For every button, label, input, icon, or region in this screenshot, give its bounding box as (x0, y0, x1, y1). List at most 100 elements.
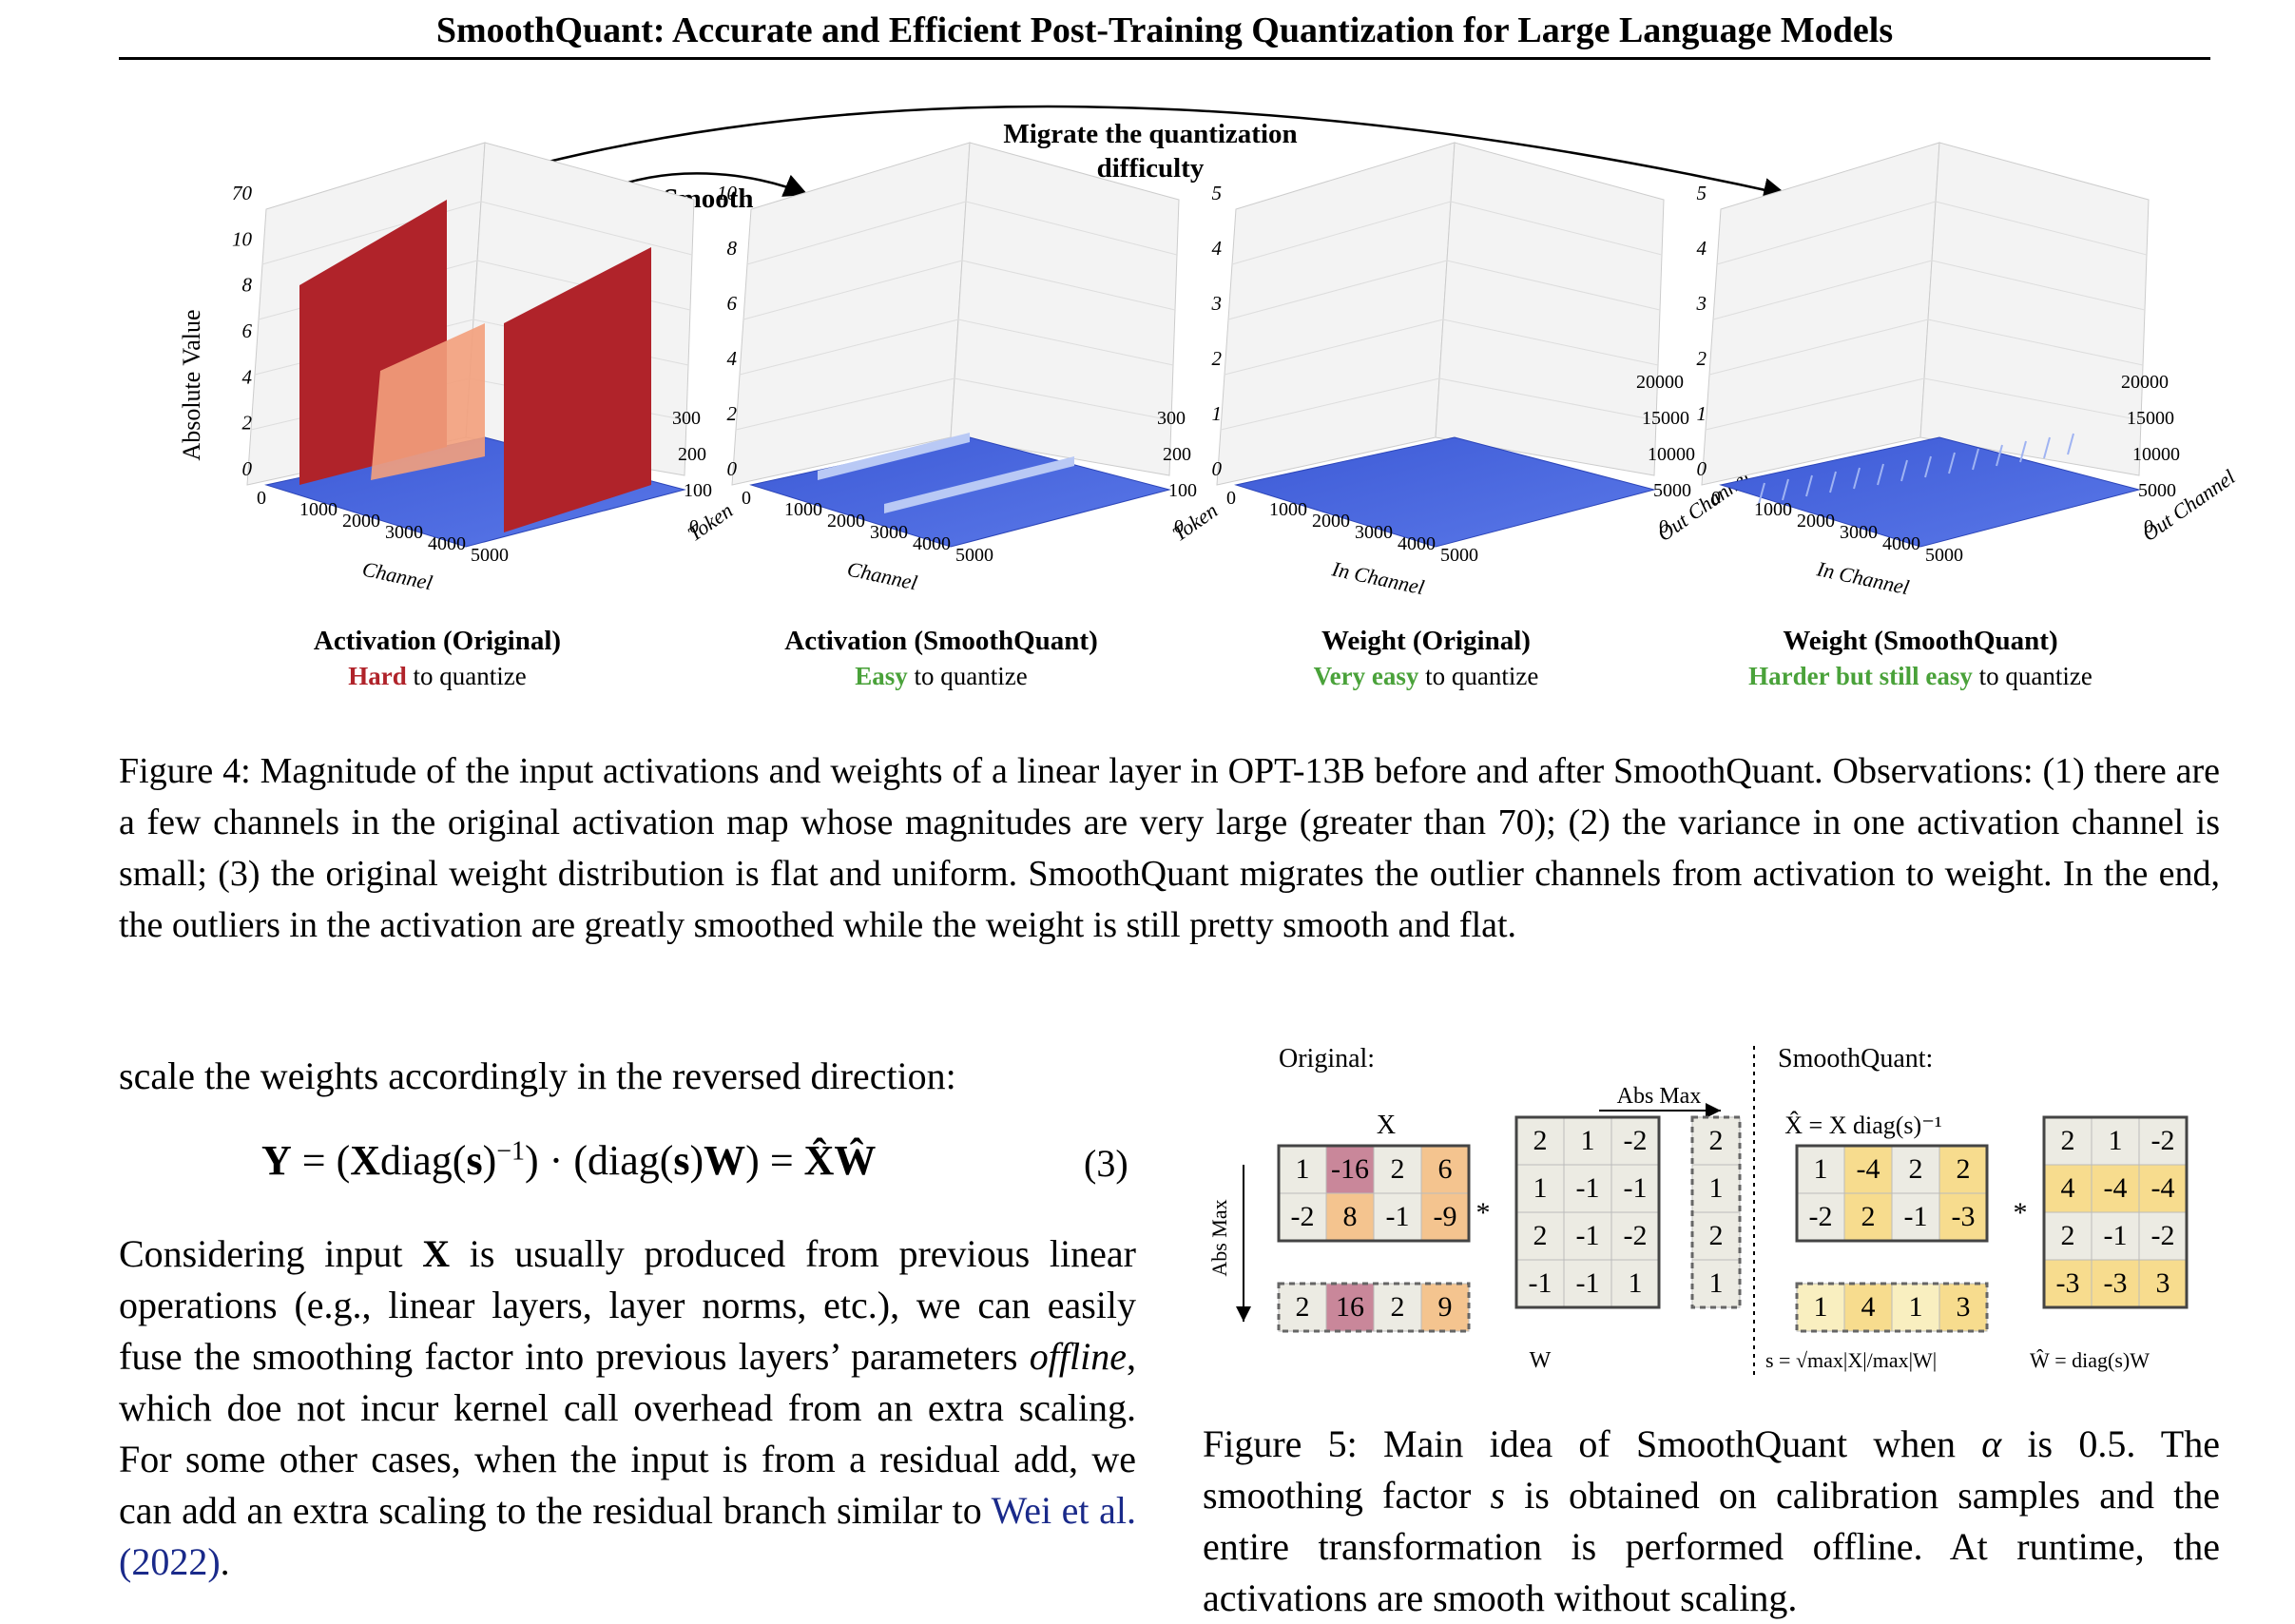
x-absmax-value: 16 (1336, 1291, 1364, 1323)
matrix-x-value: 6 (1438, 1153, 1453, 1185)
citation-link[interactable]: Wei et al. (2022) (119, 1489, 1137, 1583)
gridline (735, 377, 955, 431)
matrix-xhat-cell (1843, 1145, 1893, 1194)
z-tick: 2 (727, 402, 738, 425)
back-wall-right (950, 142, 1180, 476)
matrix-x-cell (1278, 1192, 1327, 1242)
matrix-w-value: -1 (1624, 1172, 1648, 1204)
x-tick: 1000 (1754, 499, 1792, 520)
y-tick: 0 (1174, 516, 1184, 537)
panel-4-title: Weight (SmoothQuant) (1783, 626, 2058, 656)
body-intro: scale the weights accordingly in the rev… (119, 1054, 956, 1097)
matrix-w-value: 1 (1533, 1172, 1548, 1204)
matrix-xhat-value: -3 (1952, 1201, 1976, 1232)
figure-4-caption: Figure 4: Magnitude of the input activat… (119, 751, 2220, 945)
matrix-xhat-value: -2 (1809, 1201, 1833, 1232)
matrix-w-value: -1 (1576, 1220, 1600, 1251)
matrix-what-value: -4 (2104, 1172, 2128, 1204)
matrix-xhat-value: 2 (1861, 1201, 1876, 1232)
y-tick: 0 (689, 516, 699, 537)
x-tick: 2000 (342, 511, 380, 532)
x-absmax-value: 2 (1391, 1291, 1405, 1323)
y-axis-label: Token (1168, 498, 1223, 546)
z-tick: 6 (242, 319, 253, 342)
matrix-w-cell (1563, 1211, 1612, 1261)
s-vector-border (1795, 1282, 1989, 1333)
s-vector-value: 3 (1957, 1291, 1971, 1323)
x-axis-label: In Channel (1814, 556, 1911, 599)
panel-2: 0246810010002000300040005000Channel01002… (717, 142, 1223, 594)
matrix-what-cell (2091, 1164, 2140, 1213)
panel-3-title: Weight (Original) (1321, 626, 1531, 656)
migrate-label-2: difficulty (1097, 153, 1205, 184)
gridline (1224, 319, 1444, 376)
x-tick: 3000 (385, 522, 423, 543)
gridline (1712, 260, 1933, 320)
z-tick: 0 (1212, 457, 1223, 480)
weight-spike (2019, 440, 2027, 463)
matrix-what-cell (2043, 1211, 2092, 1261)
y-tick: 200 (1163, 444, 1191, 465)
matrix-what-value: 2 (2061, 1125, 2075, 1156)
matrix-x: 1 -16 2 6 -2 8 -1 -9 (1277, 1144, 1471, 1243)
gridline (1927, 319, 2144, 366)
w-absmax-value: 1 (1709, 1267, 1724, 1299)
w-absmax-cell (1691, 1164, 1741, 1213)
x-absmax-cell (1325, 1283, 1375, 1332)
matrix-x-cell (1373, 1145, 1422, 1194)
weight-spike (1877, 463, 1884, 486)
z-tick: 70 (232, 182, 253, 204)
z-tick: 4 (1212, 237, 1223, 260)
matrix-xhat-value: -4 (1857, 1153, 1880, 1185)
z-tick: 3 (1696, 292, 1707, 315)
x-absmax-value: 2 (1296, 1291, 1310, 1323)
figure-4: Smooth Migrate the quantization difficul… (178, 105, 2240, 599)
what-formula: Ŵ = diag(s)W (2030, 1348, 2150, 1372)
matrix-what-value: -1 (2104, 1220, 2128, 1251)
matrix-xhat: 1 -4 2 2 -2 2 -1 -3 (1795, 1144, 1989, 1243)
gridline (1227, 260, 1448, 320)
matrix-what-cell (2091, 1211, 2140, 1261)
x-axis-label: Channel (360, 556, 434, 594)
matrix-x-value: 8 (1343, 1201, 1358, 1232)
weight-spike (1924, 455, 1932, 478)
x-tick: 5000 (955, 545, 993, 566)
matrix-xhat-border (1795, 1144, 1989, 1243)
weight-spike (2043, 436, 2051, 459)
matrix-w-value: -1 (1529, 1267, 1552, 1299)
matrix-what-value: -4 (2151, 1172, 2175, 1204)
matrix-what-value: 4 (2061, 1172, 2075, 1204)
s-vector-cell (1891, 1283, 1940, 1332)
y-tick: 10000 (2132, 444, 2180, 465)
gridline (1923, 377, 2142, 421)
w-absmax-value: 2 (1709, 1125, 1724, 1156)
panel-3-subtitle: Very easy to quantize (1313, 662, 1539, 690)
x-tick: 2000 (827, 511, 865, 532)
weight-spike (1853, 467, 1861, 490)
z-tick: 6 (727, 292, 738, 315)
gridline (746, 201, 967, 265)
gridline (1931, 260, 2146, 311)
matrix-w-value: 1 (1581, 1125, 1595, 1156)
panel-4-subtitle: Harder but still easy to quantize (1748, 662, 2092, 690)
gridline (965, 201, 1178, 256)
matrix-w-value: 2 (1533, 1125, 1548, 1156)
gridline (1935, 201, 2148, 256)
matrix-w-border (1514, 1115, 1661, 1309)
x-absmax: 2 16 2 9 (1277, 1282, 1471, 1333)
matrix-w-cell (1563, 1259, 1612, 1308)
s-vector-value: 4 (1861, 1291, 1876, 1323)
y-axis-label: Out Channel (2138, 465, 2240, 546)
z-tick: 8 (242, 274, 253, 297)
gridline (742, 260, 963, 320)
x-tick: 2000 (1797, 511, 1835, 532)
outlier-wall-2 (371, 323, 485, 480)
matrix-what-value: -3 (2104, 1267, 2128, 1299)
matrix-w-value: -2 (1624, 1125, 1648, 1156)
z-tick: 2 (1212, 347, 1223, 370)
w-label: W (1530, 1348, 1552, 1373)
weight-spike (1972, 448, 1979, 471)
matrix-what-cell (2138, 1211, 2188, 1261)
matrix-x-value: -1 (1386, 1201, 1410, 1232)
